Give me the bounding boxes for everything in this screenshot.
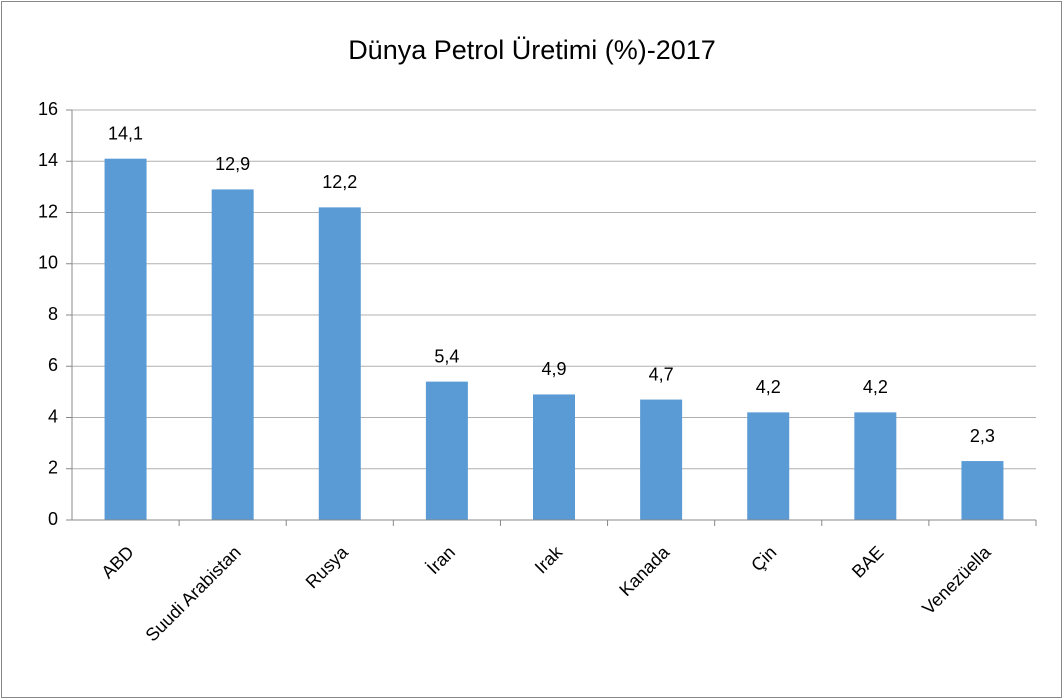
y-tick-label: 14 xyxy=(38,150,58,170)
bar xyxy=(425,381,468,520)
bar xyxy=(533,394,575,520)
y-tick-label: 10 xyxy=(38,253,58,273)
y-tick-label: 0 xyxy=(48,509,58,529)
value-label: 4,2 xyxy=(863,377,888,397)
value-label: 4,7 xyxy=(649,364,674,384)
bar xyxy=(640,399,683,520)
y-tick-label: 12 xyxy=(38,201,58,221)
value-label: 14,1 xyxy=(108,123,143,143)
bar xyxy=(854,412,897,520)
chart-title: Dünya Petrol Üretimi (%)-2017 xyxy=(348,35,716,65)
bar xyxy=(318,207,361,520)
y-tick-label: 6 xyxy=(48,355,58,375)
y-tick-label: 16 xyxy=(38,99,58,119)
y-tick-label: 2 xyxy=(48,458,58,478)
value-label: 12,2 xyxy=(322,172,357,192)
y-tick-label: 4 xyxy=(48,406,58,426)
bar xyxy=(104,158,147,520)
bar xyxy=(211,189,254,520)
y-tick-label: 8 xyxy=(48,304,58,324)
value-label: 4,2 xyxy=(756,377,781,397)
value-label: 5,4 xyxy=(434,346,459,366)
value-label: 4,9 xyxy=(541,359,566,379)
value-label: 2,3 xyxy=(970,426,995,446)
bar xyxy=(747,412,790,520)
value-label: 12,9 xyxy=(215,154,250,174)
bar xyxy=(961,461,1004,520)
